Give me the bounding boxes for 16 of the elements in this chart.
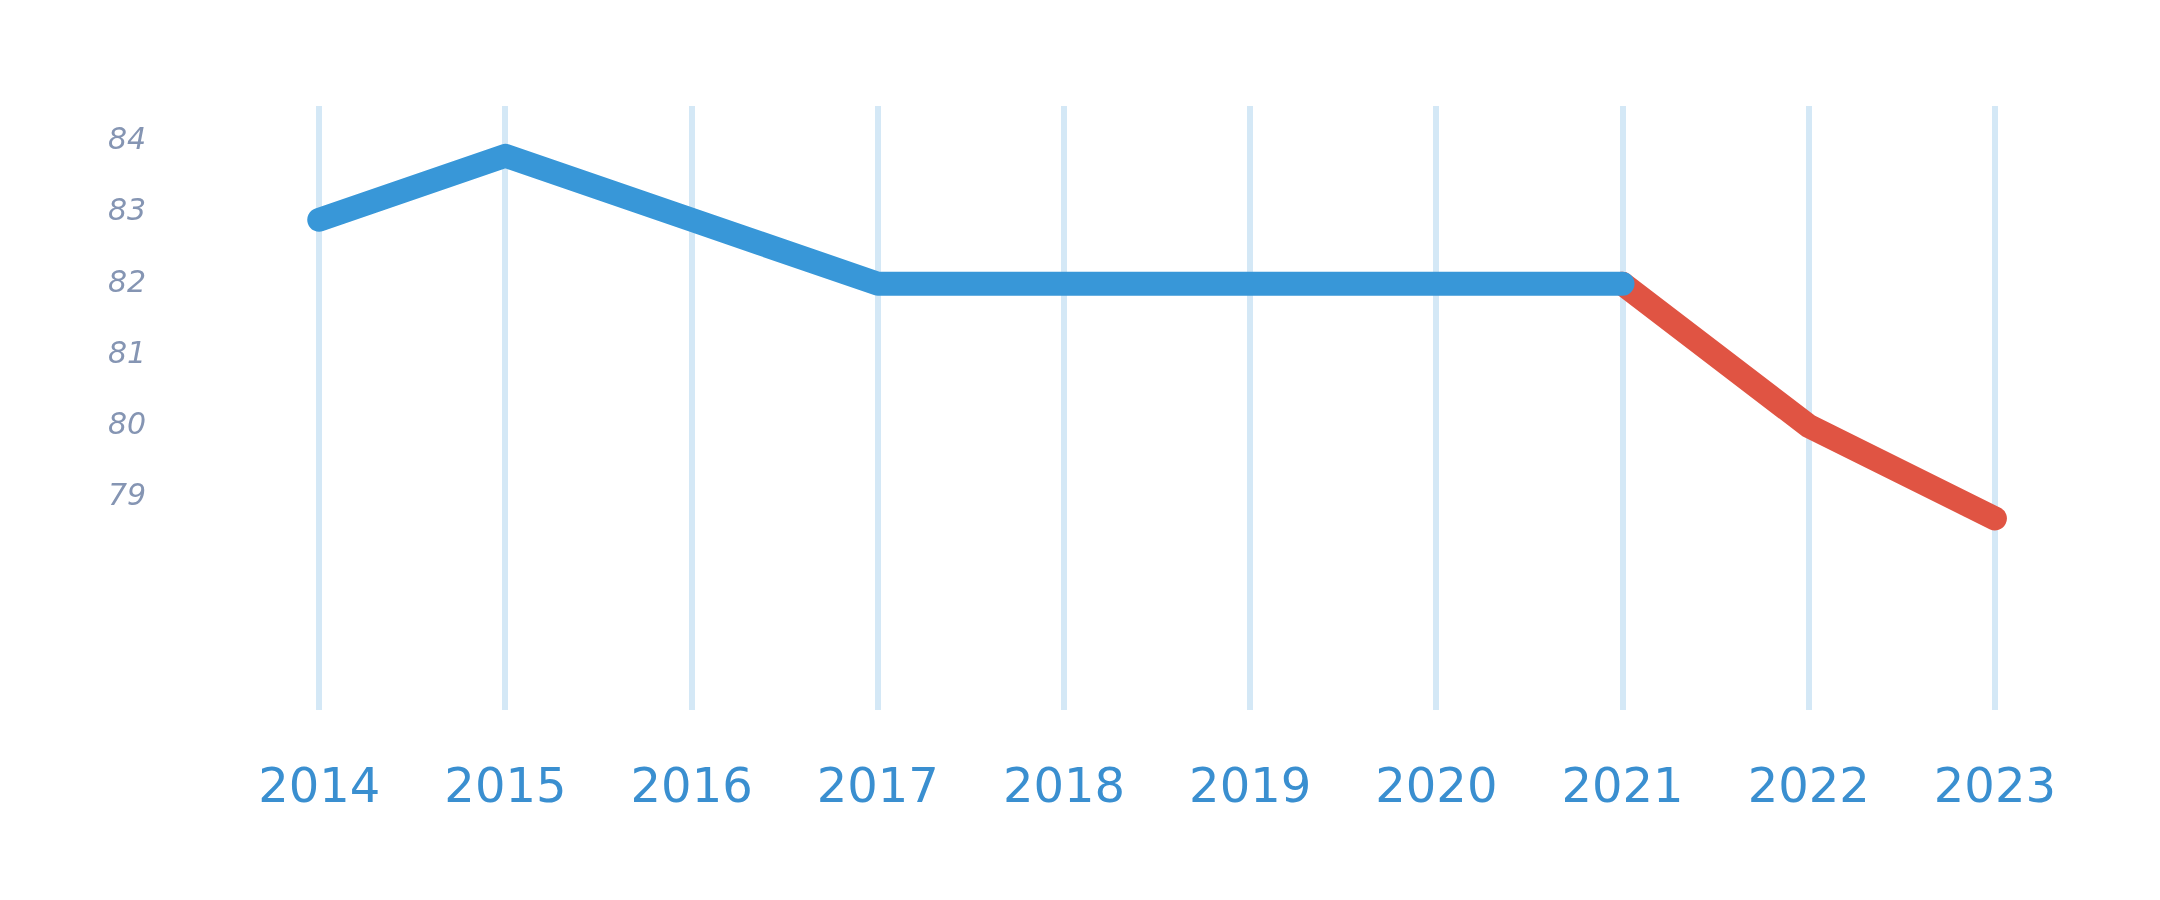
y-tick-label: 79: [107, 476, 147, 512]
y-tick-label: 80: [107, 405, 147, 441]
x-tick-label: 2014: [258, 756, 381, 813]
y-tick-label: 81: [107, 334, 147, 370]
y-tick-label: 83: [107, 192, 147, 228]
x-tick-label: 2016: [630, 756, 753, 813]
x-tick-label: 2020: [1375, 756, 1498, 813]
x-tick-label: 2017: [816, 756, 939, 813]
y-tick-label: 82: [107, 263, 147, 299]
x-tick-label: 2015: [444, 756, 567, 813]
x-tick-label: 2021: [1561, 756, 1684, 813]
y-tick-label: 84: [107, 121, 147, 157]
x-tick-label: 2023: [1933, 756, 2056, 813]
x-tick-label: 2018: [1002, 756, 1126, 813]
x-tick-label: 2019: [1189, 756, 1312, 813]
x-tick-label: 2022: [1747, 756, 1870, 813]
